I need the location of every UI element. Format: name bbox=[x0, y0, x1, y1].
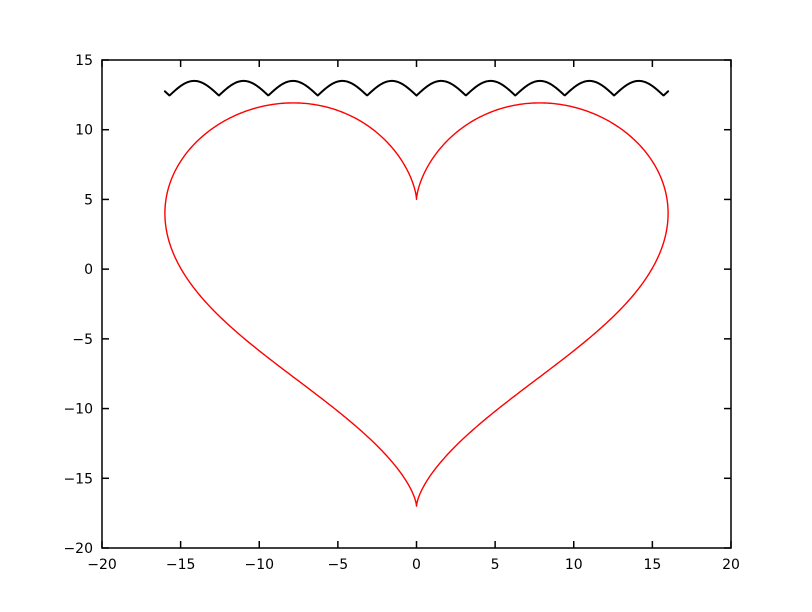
x-tick-label: 10 bbox=[565, 557, 583, 573]
y-tick-label: −20 bbox=[63, 541, 93, 557]
y-tick-label: −10 bbox=[63, 402, 93, 418]
y-tick-label: 10 bbox=[75, 123, 93, 139]
x-tick-label: 0 bbox=[412, 557, 421, 573]
x-tick-label: −20 bbox=[87, 557, 117, 573]
x-tick-label: 5 bbox=[491, 557, 500, 573]
x-tick-label: 15 bbox=[643, 557, 661, 573]
x-tick-label: −15 bbox=[166, 557, 196, 573]
x-tick-label: 20 bbox=[722, 557, 740, 573]
y-tick-label: 5 bbox=[84, 192, 93, 208]
x-tick-label: −5 bbox=[328, 557, 349, 573]
scallop-curve bbox=[163, 79, 670, 97]
y-tick-label: 0 bbox=[84, 262, 93, 278]
heart-curve bbox=[164, 102, 669, 507]
y-tick-label: 15 bbox=[75, 53, 93, 69]
x-tick-label: −10 bbox=[244, 557, 274, 573]
y-tick-label: −5 bbox=[72, 332, 93, 348]
y-tick-label: −15 bbox=[63, 471, 93, 487]
